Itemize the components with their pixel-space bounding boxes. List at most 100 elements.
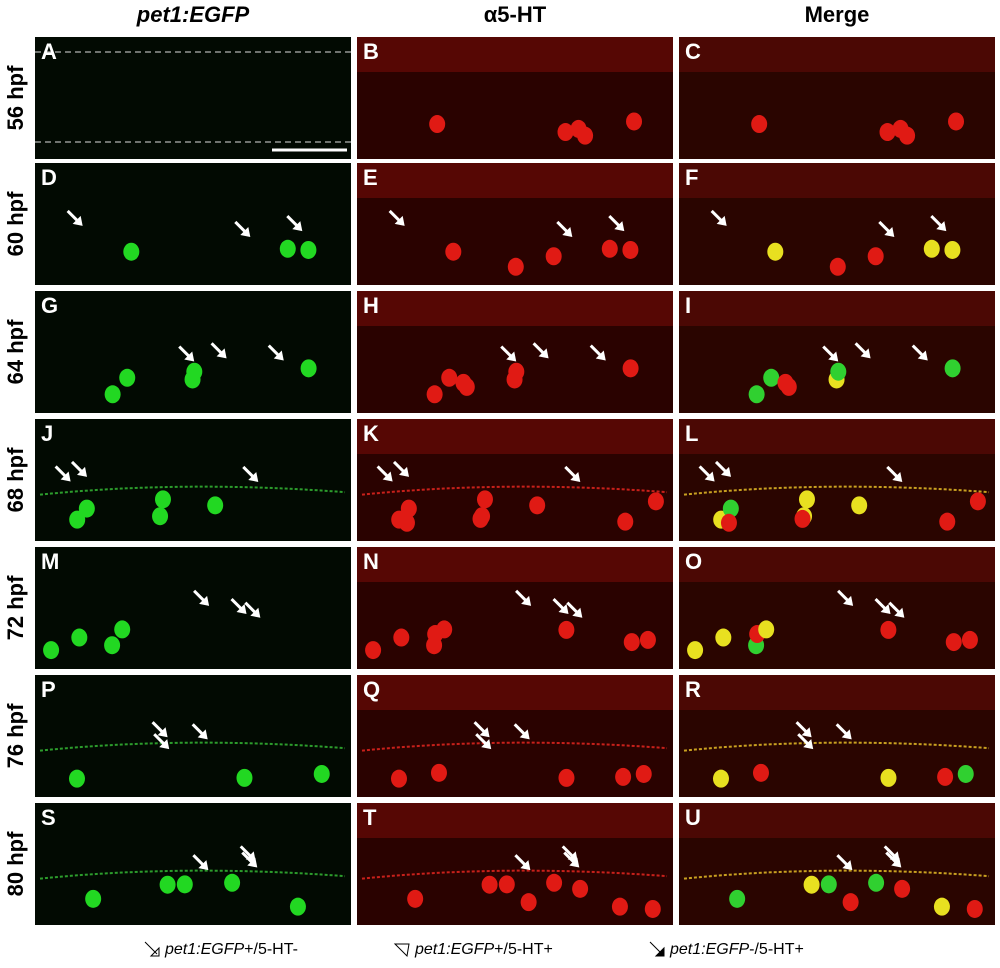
cell <box>803 875 820 894</box>
cell <box>899 126 916 145</box>
arrow-head <box>199 595 210 606</box>
cell <box>390 769 407 788</box>
arrow-head <box>248 471 259 482</box>
arrow-head <box>506 351 517 362</box>
panel-background <box>35 291 351 413</box>
arrow-head <box>159 739 170 750</box>
panel-letter: D <box>41 165 57 190</box>
cell <box>829 257 846 276</box>
arrow-head <box>382 471 393 482</box>
arrow-head <box>394 215 405 226</box>
arrow-head <box>884 226 895 237</box>
cell <box>820 875 837 894</box>
cell <box>289 897 306 916</box>
arrow-head <box>704 471 715 482</box>
image-panel: C <box>679 37 995 159</box>
arrow-head <box>880 604 891 615</box>
arrow-head <box>860 348 871 359</box>
cell <box>313 764 330 783</box>
cell <box>763 368 780 387</box>
cell <box>176 875 193 894</box>
panel-glow <box>357 675 673 710</box>
cell <box>119 368 136 387</box>
row-label: 64 hpf <box>3 319 28 384</box>
cell <box>798 490 815 509</box>
panel-glow <box>679 419 995 454</box>
image-panel: F <box>679 163 995 285</box>
arrow-head <box>292 221 303 232</box>
panel-letter: G <box>41 293 58 318</box>
arrow-head <box>72 215 83 226</box>
arrow-head <box>245 851 256 862</box>
cell <box>572 879 589 898</box>
cell <box>767 242 784 261</box>
cell <box>948 112 965 131</box>
cell <box>923 239 940 258</box>
cell <box>961 630 978 649</box>
arrow-head <box>240 226 251 237</box>
cell <box>430 763 447 782</box>
cell <box>186 362 203 381</box>
cell <box>720 513 737 532</box>
panel-letter: K <box>363 421 379 446</box>
panel-letter: E <box>363 165 378 190</box>
cell <box>455 373 472 392</box>
cell <box>752 763 769 782</box>
cell <box>71 628 88 647</box>
cell <box>300 359 317 378</box>
cell <box>639 630 656 649</box>
cell <box>154 490 171 509</box>
row-label: 60 hpf <box>3 191 28 256</box>
panel-letter: L <box>685 421 698 446</box>
image-panel: B <box>357 37 673 159</box>
cell <box>400 499 417 518</box>
cell <box>114 620 131 639</box>
arrow-head <box>519 729 530 740</box>
arrow-head <box>521 595 532 606</box>
cell <box>794 509 811 528</box>
cell <box>85 889 102 908</box>
cell <box>937 767 954 786</box>
legend-label: pet1:EGFP-/5-HT+ <box>669 941 804 958</box>
arrow-head <box>60 471 71 482</box>
cell <box>601 239 618 258</box>
cell <box>617 512 634 531</box>
arrow-head <box>558 604 569 615</box>
arrow-head <box>716 215 727 226</box>
panel-letter: J <box>41 421 53 446</box>
arrow-head <box>892 471 903 482</box>
cell <box>722 499 739 518</box>
cell <box>966 899 983 918</box>
cell <box>879 123 896 142</box>
arrow-head <box>570 471 581 482</box>
legend-label: pet1:EGFP+/5-HT+ <box>414 941 553 958</box>
panel-glow <box>357 291 673 326</box>
cell <box>830 362 847 381</box>
cell <box>944 359 961 378</box>
image-panel: T <box>357 803 673 925</box>
image-panel: J <box>35 419 351 541</box>
arrow-head <box>917 350 928 361</box>
legend-icon <box>144 941 160 957</box>
arrow-head <box>538 348 549 359</box>
panel-glow <box>679 163 995 198</box>
column-header: Merge <box>805 2 870 27</box>
cell <box>393 628 410 647</box>
cell <box>558 768 575 787</box>
legend-rest: -/5-HT+ <box>749 941 804 958</box>
cell <box>644 899 661 918</box>
panel-letter: R <box>685 677 701 702</box>
cell <box>969 492 986 511</box>
cell <box>43 641 60 660</box>
arrow-head <box>481 739 492 750</box>
cell <box>236 768 253 787</box>
legend: pet1:EGFP+/5-HT-pet1:EGFP+/5-HT+ pet1:EGF… <box>144 941 804 958</box>
image-panel: D <box>35 163 351 285</box>
cell <box>398 513 415 532</box>
cell <box>748 385 765 404</box>
panel-background <box>35 37 351 159</box>
arrow-head <box>479 727 490 738</box>
panel-letter: N <box>363 549 379 574</box>
panels: 56 hpf A B C 60 hpf D E F 64 hpf G H I 68 hpf J K L 72 h… <box>3 37 995 925</box>
